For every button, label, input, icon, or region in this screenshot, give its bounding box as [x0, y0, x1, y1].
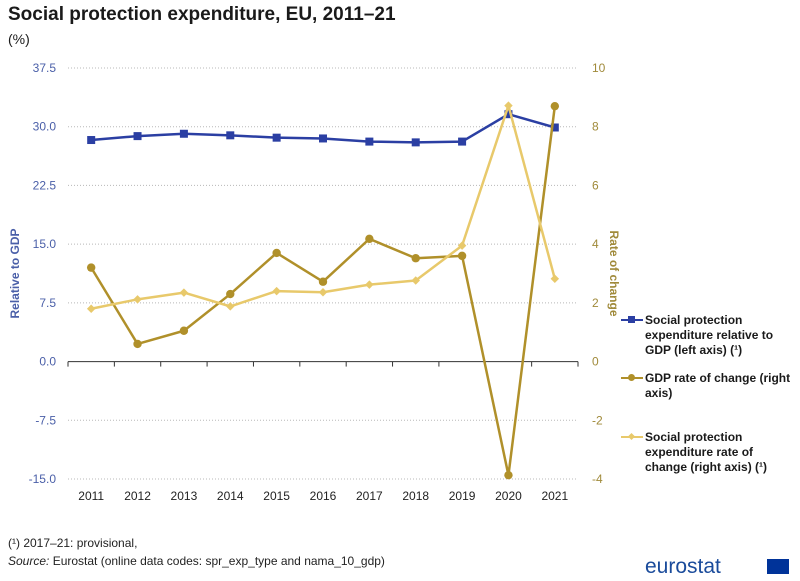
legend-label-sp-gdp: Social protection expenditure relative t…	[645, 313, 774, 357]
x-tick-label: 2012	[124, 489, 151, 503]
legend-item-sp-gdp: Social protection expenditure relative t…	[621, 313, 795, 358]
y-tick-label: -15.0	[29, 472, 57, 486]
y2-tick-label: 6	[592, 178, 599, 192]
y2-axis-title: Rate of change	[607, 230, 621, 316]
data-point-square	[365, 137, 374, 146]
y2-tick-label: 8	[592, 120, 599, 134]
footnote-provisional: (¹) 2017–21: provisional,	[8, 536, 138, 550]
y-tick-label: -7.5	[35, 413, 56, 427]
y2-tick-label: 10	[592, 61, 606, 75]
data-point-diamond	[133, 295, 142, 304]
x-tick-label: 2014	[217, 489, 244, 503]
source-prefix: Source:	[8, 554, 50, 568]
data-point-circle	[411, 254, 420, 263]
data-point-diamond	[457, 241, 467, 250]
x-tick-label: 2016	[310, 489, 337, 503]
data-point-circle	[133, 339, 142, 349]
data-point-diamond	[179, 288, 189, 297]
data-point-circle	[365, 234, 374, 244]
data-point-diamond	[550, 274, 560, 284]
data-point-square	[226, 131, 235, 140]
data-point-diamond	[318, 288, 328, 297]
y2-tick-label: 4	[592, 237, 599, 251]
legend-circle-marker	[628, 374, 635, 381]
legend-label-sp-change: Social protection expenditure rate of ch…	[645, 430, 768, 474]
chart-subtitle: (%)	[8, 31, 30, 47]
data-point-diamond	[86, 304, 96, 313]
legend-item-sp-change: Social protection expenditure rate of ch…	[621, 430, 795, 475]
eurostat-logo: eurostat	[645, 555, 721, 578]
data-point-square	[411, 138, 420, 147]
y-tick-label: 15.0	[33, 237, 57, 251]
source-text: Eurostat (online data codes: spr_exp_typ…	[49, 554, 385, 568]
data-point-circle	[226, 289, 235, 299]
y2-tick-label: -2	[592, 413, 603, 427]
data-point-diamond	[226, 302, 235, 311]
x-tick-label: 2015	[263, 489, 290, 503]
data-point-square	[504, 110, 513, 119]
chart-title: Social protection expenditure, EU, 2011–…	[8, 4, 396, 25]
x-tick-label: 2019	[449, 489, 476, 503]
data-point-diamond	[272, 286, 281, 296]
y2-tick-label: 0	[592, 355, 599, 369]
x-tick-label: 2017	[356, 489, 383, 503]
y-tick-label: 30.0	[33, 120, 57, 134]
data-point-circle	[86, 263, 96, 272]
legend-square-marker	[628, 316, 635, 323]
data-point-square	[179, 129, 188, 138]
data-point-circle	[318, 277, 328, 286]
data-point-square	[87, 136, 96, 145]
data-point-circle	[504, 470, 513, 480]
data-point-square	[319, 134, 327, 143]
y2-tick-label: 2	[592, 296, 599, 310]
data-point-diamond	[365, 280, 374, 289]
y-axis-title: Relative to GDP	[8, 228, 22, 318]
footnote-source: Source: Eurostat (online data codes: spr…	[8, 554, 385, 568]
x-tick-label: 2018	[402, 489, 429, 503]
legend-label-gdp-change: GDP rate of change (right axis)	[645, 371, 791, 400]
y-tick-label: 22.5	[33, 178, 57, 192]
y-tick-label: 0.0	[39, 355, 56, 369]
x-tick-label: 2021	[541, 489, 568, 503]
eu-flag-icon	[767, 559, 789, 574]
x-tick-label: 2011	[78, 489, 104, 503]
x-tick-label: 2020	[495, 489, 522, 503]
data-point-circle	[179, 326, 189, 335]
data-point-circle	[550, 101, 560, 111]
y-tick-label: 37.5	[33, 61, 57, 75]
data-point-square	[458, 137, 467, 146]
data-point-square	[272, 133, 281, 142]
data-point-square	[133, 132, 142, 141]
data-point-diamond	[504, 101, 513, 110]
data-point-diamond	[411, 276, 420, 285]
data-point-square	[550, 123, 559, 132]
data-point-circle	[457, 251, 467, 261]
y-tick-label: 7.5	[39, 296, 56, 310]
x-tick-label: 2013	[171, 489, 198, 503]
data-point-circle	[272, 248, 281, 258]
y2-tick-label: -4	[592, 472, 603, 486]
legend-item-gdp-change: GDP rate of change (right axis)	[621, 371, 795, 401]
